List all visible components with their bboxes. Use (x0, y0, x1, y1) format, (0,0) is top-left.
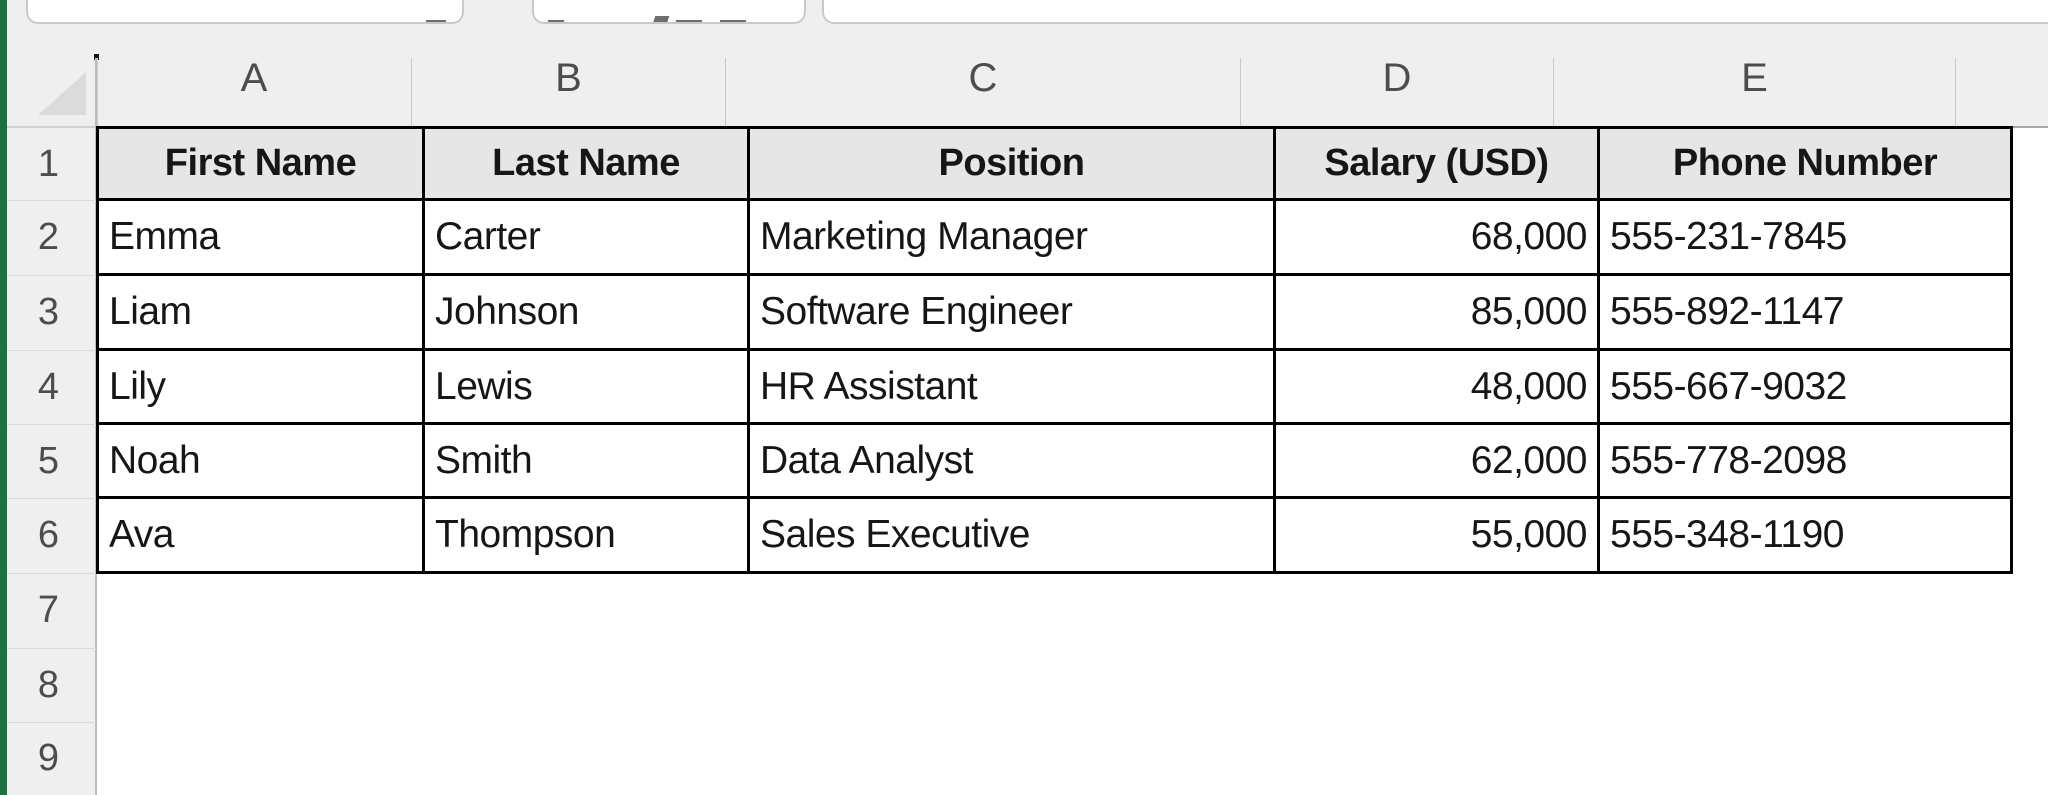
cancel-icon[interactable] (548, 20, 564, 22)
column-separator (1240, 58, 1241, 126)
cell-C4[interactable]: HR Assistant (747, 348, 1276, 425)
row-header-6[interactable]: 6 (37, 514, 59, 556)
enter-icon[interactable] (652, 16, 670, 22)
table-row: Noah Smith Data Analyst 62,000 555-778-2098 (96, 422, 2013, 499)
cell-B3[interactable]: Johnson (422, 273, 750, 351)
cell-E5[interactable]: 555-778-2098 (1597, 422, 2013, 499)
name-box-dropdown-icon[interactable] (426, 20, 446, 22)
row-header-7[interactable]: 7 (37, 589, 59, 631)
column-separator (725, 58, 726, 126)
cell-A2[interactable]: Emma (96, 198, 425, 276)
cursor-artifact-dot (94, 54, 99, 60)
cell-C3[interactable]: Software Engineer (747, 273, 1276, 351)
table-row: Lily Lewis HR Assistant 48,000 555-667-9032 (96, 348, 2013, 425)
table-row: Emma Carter Marketing Manager 68,000 555-231… (96, 198, 2013, 276)
cell-A6[interactable]: Ava (96, 496, 425, 574)
cell-B4[interactable]: Lewis (422, 348, 750, 425)
column-separator (97, 58, 98, 126)
fx-icon-fragment (720, 20, 746, 22)
cell-C1[interactable]: Position (747, 126, 1276, 201)
cell-D4[interactable]: 48,000 (1273, 348, 1600, 425)
table-header-row: First Name Last Name Position Salary (USD) P… (96, 126, 2013, 201)
row-separator (7, 275, 96, 276)
cell-B6[interactable]: Thompson (422, 496, 750, 574)
cell-D1[interactable]: Salary (USD) (1273, 126, 1600, 201)
row-separator (7, 498, 96, 499)
column-header-A[interactable]: A (240, 56, 268, 100)
formula-icons-box (532, 0, 806, 24)
cell-B1[interactable]: Last Name (422, 126, 750, 201)
row-header-5[interactable]: 5 (37, 440, 59, 482)
cell-E2[interactable]: 555-231-7845 (1597, 198, 2013, 276)
cell-D6[interactable]: 55,000 (1273, 496, 1600, 574)
cell-C5[interactable]: Data Analyst (747, 422, 1276, 499)
row-header-9[interactable]: 9 (37, 737, 59, 779)
cell-D2[interactable]: 68,000 (1273, 198, 1600, 276)
cell-E6[interactable]: 555-348-1190 (1597, 496, 2013, 574)
cell-A3[interactable]: Liam (96, 273, 425, 351)
row-header-4[interactable]: 4 (37, 366, 59, 408)
row-separator (7, 648, 96, 649)
cell-B2[interactable]: Carter (422, 198, 750, 276)
cell-E3[interactable]: 555-892-1147 (1597, 273, 2013, 351)
row-separator (7, 424, 96, 425)
column-separator (1553, 58, 1554, 126)
row-separator (7, 350, 96, 351)
column-header-C[interactable]: C (968, 56, 998, 100)
cell-C6[interactable]: Sales Executive (747, 496, 1276, 574)
row-header-8[interactable]: 8 (37, 664, 59, 706)
cell-E4[interactable]: 555-667-9032 (1597, 348, 2013, 425)
cell-D5[interactable]: 62,000 (1273, 422, 1600, 499)
app-edge-green-strip (0, 0, 7, 795)
cell-C2[interactable]: Marketing Manager (747, 198, 1276, 276)
name-box[interactable] (26, 0, 464, 24)
row-headers (7, 128, 97, 795)
header-divider-line-left (7, 126, 97, 128)
row-separator (7, 722, 96, 723)
table-row: Liam Johnson Software Engineer 85,000 555-89… (96, 273, 2013, 351)
cell-A5[interactable]: Noah (96, 422, 425, 499)
row-separator (7, 573, 96, 574)
column-header-D[interactable]: D (1382, 56, 1412, 100)
row-header-edge-line (95, 58, 97, 795)
cell-B5[interactable]: Smith (422, 422, 750, 499)
row-header-3[interactable]: 3 (37, 291, 59, 333)
cell-A4[interactable]: Lily (96, 348, 425, 425)
table-row: Ava Thompson Sales Executive 55,000 555-348-… (96, 496, 2013, 574)
column-separator (411, 58, 412, 126)
column-separator (1955, 58, 1956, 126)
cell-D3[interactable]: 85,000 (1273, 273, 1600, 351)
row-header-2[interactable]: 2 (37, 216, 59, 258)
row-separator (7, 200, 96, 201)
fx-icon[interactable] (676, 20, 702, 22)
worksheet-table: First Name Last Name Position Salary (USD) P… (96, 126, 2013, 574)
row-header-1[interactable]: 1 (37, 143, 59, 185)
column-header-B[interactable]: B (555, 56, 582, 100)
formula-bar-input[interactable] (822, 0, 2048, 24)
column-header-E[interactable]: E (1741, 56, 1768, 100)
cell-E1[interactable]: Phone Number (1597, 126, 2013, 201)
cell-A1[interactable]: First Name (96, 126, 425, 201)
